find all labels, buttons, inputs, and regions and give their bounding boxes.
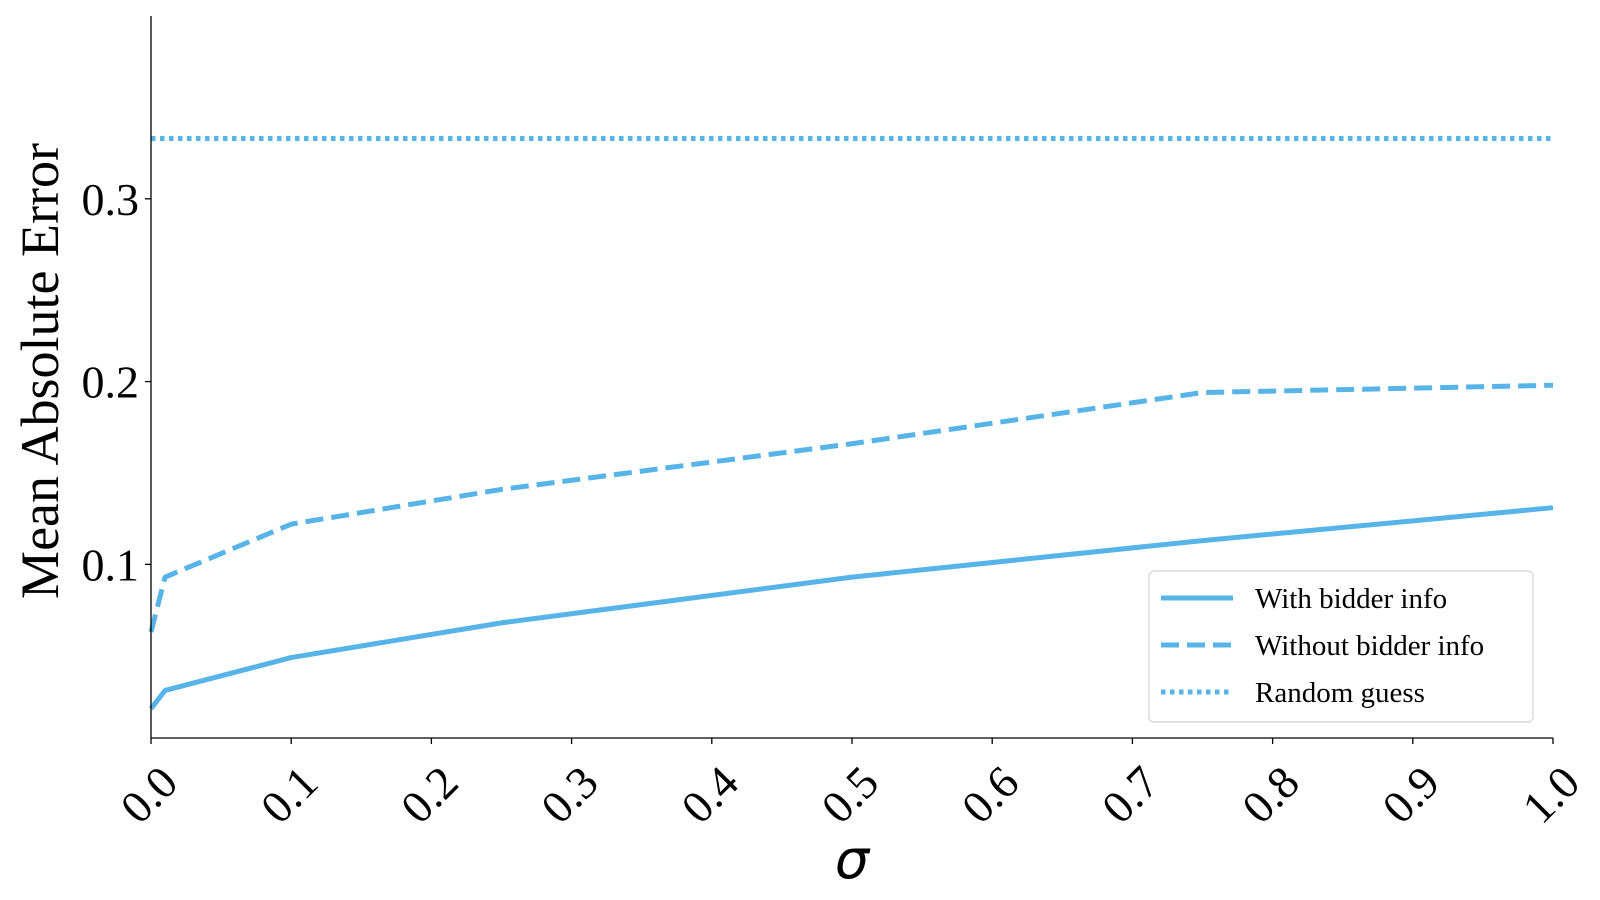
legend: With bidder info Without bidder info Rando… [1148, 570, 1534, 723]
y-tick-label: 0.2 [82, 357, 140, 408]
x-axis-title: σ [835, 828, 871, 891]
series-line-without-bidder-info [148, 382, 1554, 633]
x-ticks: 0.0 0.1 0.2 0.3 0.4 0.5 0.6 0.7 0.8 0.9 1.0 [111, 738, 1590, 833]
legend-label: Random guess [1255, 677, 1425, 709]
x-tick-label: 0.9 [1372, 756, 1449, 833]
y-axis-title: Mean Absolute Error [10, 143, 70, 599]
x-tick-label: 0.6 [952, 756, 1029, 833]
y-ticks: 0.1 0.2 0.3 [82, 174, 151, 590]
x-tick-label: 0.3 [531, 756, 608, 833]
y-tick-label: 0.1 [82, 539, 140, 590]
x-tick-label: 0.7 [1092, 756, 1169, 833]
x-tick-label: 0.4 [671, 756, 748, 833]
legend-box [1148, 570, 1534, 723]
legend-label: Without bidder info [1255, 630, 1484, 662]
x-tick-label: 0.0 [111, 756, 188, 833]
series-line-with-bidder-info [149, 505, 1554, 711]
x-tick-label: 1.0 [1513, 756, 1590, 833]
x-tick-label: 0.8 [1232, 756, 1309, 833]
y-tick-label: 0.3 [82, 174, 140, 225]
series-layer [148, 135, 1554, 711]
x-tick-label: 0.5 [812, 756, 889, 833]
x-tick-label: 0.1 [251, 756, 328, 833]
legend-label: With bidder info [1255, 583, 1447, 615]
x-tick-label: 0.2 [391, 756, 468, 833]
